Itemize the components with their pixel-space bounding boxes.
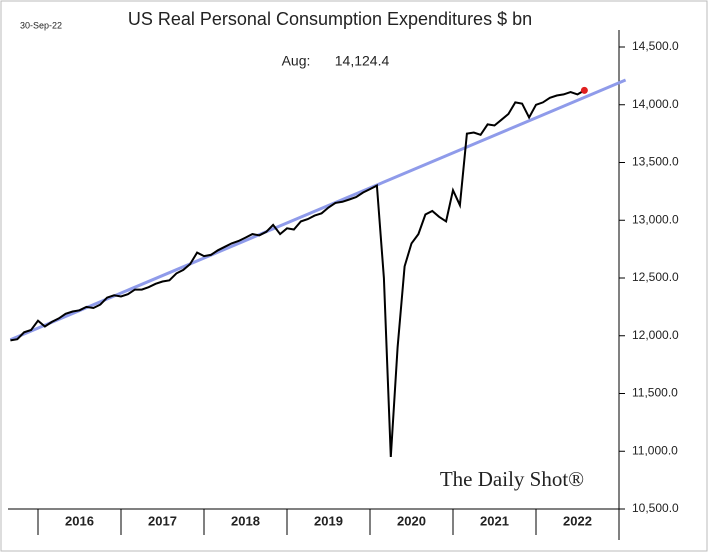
x-tick-label: 2017 <box>148 513 177 528</box>
source: The Daily Shot® <box>440 467 584 491</box>
y-tick-label: 12,500.0 <box>632 270 679 284</box>
y-tick-label: 13,500.0 <box>632 155 679 169</box>
annotation-label: Aug: <box>282 53 311 69</box>
x-tick-label: 2021 <box>480 513 509 528</box>
x-tick-label: 2020 <box>397 513 426 528</box>
x-tick-label: 2019 <box>314 513 343 528</box>
data-line <box>10 89 585 458</box>
y-tick-label: 11,500.0 <box>632 386 678 400</box>
y-tick-label: 13,000.0 <box>632 212 679 226</box>
last-point <box>580 86 588 94</box>
y-tick-label: 10,500.0 <box>632 501 679 515</box>
x-tick-label: 2016 <box>65 513 94 528</box>
x-tick-label: 2022 <box>563 513 592 528</box>
chart-title: US Real Personal Consumption Expenditure… <box>128 9 532 29</box>
date: 30-Sep-22 <box>20 20 62 30</box>
annotation-value: 14,124.4 <box>335 53 390 69</box>
y-tick-label: 14,000.0 <box>632 97 679 111</box>
x-tick-label: 2018 <box>231 513 260 528</box>
y-tick-label: 11,000.0 <box>632 443 678 457</box>
y-tick-label: 14,500.0 <box>632 39 679 53</box>
y-tick-label: 12,000.0 <box>632 328 679 342</box>
